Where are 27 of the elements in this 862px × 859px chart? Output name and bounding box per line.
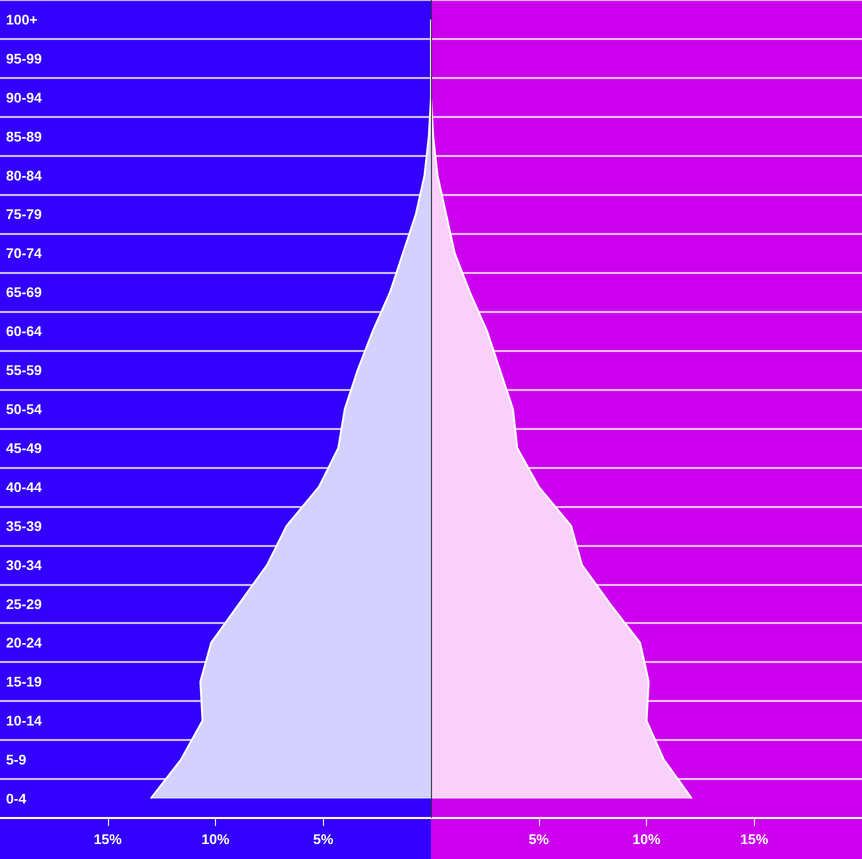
- y-tick-label: 100+: [6, 11, 38, 28]
- x-tick-label: 15%: [94, 831, 122, 847]
- y-tick-label: 15-19: [6, 674, 42, 690]
- y-tick-label: 45-49: [6, 440, 42, 456]
- x-tick-label: 5%: [528, 831, 550, 847]
- y-tick-label: 95-99: [6, 50, 42, 66]
- y-tick-label: 65-69: [6, 284, 42, 300]
- y-tick-label: 80-84: [6, 167, 42, 184]
- y-tick-label: 60-64: [6, 323, 42, 340]
- x-tick-label: 10%: [201, 831, 230, 847]
- y-tick-label: 5-9: [6, 752, 26, 768]
- y-tick-label: 85-89: [6, 128, 42, 144]
- y-tick-label: 90-94: [6, 89, 42, 106]
- y-tick-label: 10-14: [6, 712, 42, 729]
- y-tick-label: 20-24: [6, 634, 42, 651]
- y-tick-label: 0-4: [6, 790, 26, 807]
- x-tick-label: 5%: [313, 831, 334, 847]
- y-tick-label: 50-54: [6, 401, 42, 417]
- x-tick-label: 15%: [740, 831, 769, 847]
- y-tick-label: 70-74: [6, 245, 42, 262]
- y-tick-label: 75-79: [6, 206, 42, 222]
- x-tick-label: 10%: [632, 831, 662, 847]
- y-tick-label: 35-39: [6, 518, 42, 534]
- y-tick-label: 30-34: [6, 556, 42, 573]
- y-tick-label: 55-59: [6, 362, 42, 378]
- y-tick-label: 25-29: [6, 596, 42, 612]
- y-tick-label: 40-44: [6, 478, 42, 495]
